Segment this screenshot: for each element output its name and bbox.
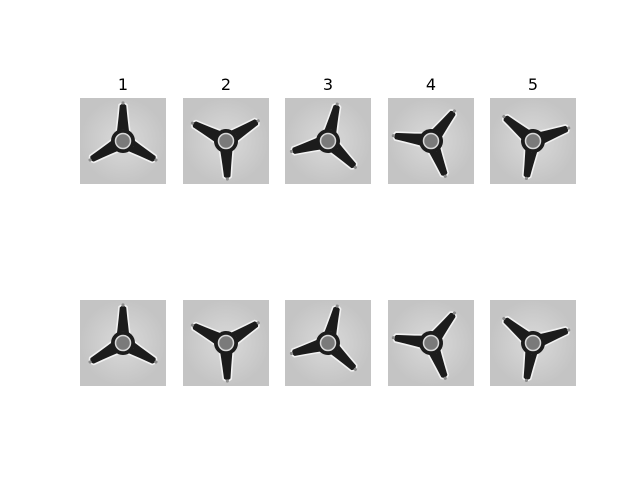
- spinner-hub: [319, 334, 337, 352]
- spinner-arm-tip: [524, 176, 529, 181]
- spinner-hub: [319, 132, 337, 150]
- spinner-arm-tip: [391, 336, 395, 340]
- spinner-object-icon: [490, 300, 576, 386]
- spinner-hub: [422, 334, 440, 352]
- spinner-object-icon: [490, 98, 576, 184]
- image-tile-top-2: [183, 98, 269, 184]
- spinner-hub: [422, 132, 440, 150]
- column-title-1: 1: [117, 75, 129, 94]
- spinner-object-icon: [183, 300, 269, 386]
- spinner-arm-tip: [225, 379, 229, 383]
- spinner-arm-tip: [289, 351, 294, 356]
- spinner-arm-tip: [502, 316, 506, 321]
- spinner-arm-tip: [335, 304, 339, 308]
- spinner-hub: [524, 334, 542, 352]
- spinner-arm-tip: [452, 109, 456, 113]
- spinner-arm-tip: [256, 119, 260, 123]
- spinner-arm-tip: [121, 303, 125, 307]
- column-title-2: 2: [220, 75, 232, 94]
- image-tile-bottom-3: [285, 300, 371, 386]
- spinner-arm-tip: [567, 328, 571, 332]
- spinner-hub: [114, 334, 132, 352]
- column-title-3: 3: [322, 75, 334, 94]
- spinner-arm-tip: [353, 367, 357, 371]
- image-tile-bottom-4: [388, 300, 474, 386]
- spinner-arm-tip: [225, 177, 229, 181]
- spinner-object-icon: [80, 300, 166, 386]
- column-title-5: 5: [527, 75, 539, 94]
- spinner-hub: [217, 334, 235, 352]
- spinner-arm-tip: [256, 321, 260, 325]
- spinner-arm-tip: [443, 174, 447, 178]
- spinner-arm-tip: [335, 102, 339, 106]
- spinner-object-icon: [183, 98, 269, 184]
- spinner-arm-tip: [154, 158, 158, 162]
- spinner-arm-tip: [452, 311, 456, 315]
- spinner-arm-tip: [190, 323, 195, 327]
- image-tile-top-3: [285, 98, 371, 184]
- column-title-4: 4: [425, 75, 437, 94]
- spinner-object-icon: [80, 98, 166, 184]
- spinner-hub: [524, 132, 542, 150]
- spinner-arm-tip: [88, 158, 92, 162]
- spinner-object-icon: [285, 98, 371, 184]
- image-tile-top-1: [80, 98, 166, 184]
- spinner-hub: [114, 132, 132, 150]
- spinner-arm-tip: [154, 360, 158, 364]
- spinner-hub: [217, 132, 235, 150]
- image-tile-top-4: [388, 98, 474, 184]
- image-tile-bottom-1: [80, 300, 166, 386]
- spinner-object-icon: [388, 98, 474, 184]
- spinner-arm-tip: [353, 165, 357, 169]
- spinner-arm-tip: [88, 360, 92, 364]
- image-tile-bottom-5: [490, 300, 576, 386]
- spinner-arm-tip: [190, 121, 195, 125]
- spinner-object-icon: [388, 300, 474, 386]
- spinner-arm-tip: [289, 149, 294, 154]
- spinner-arm-tip: [524, 378, 529, 383]
- spinner-arm-tip: [391, 134, 395, 138]
- spinner-arm-tip: [502, 114, 506, 119]
- image-tile-bottom-2: [183, 300, 269, 386]
- spinner-arm-tip: [567, 126, 571, 130]
- spinner-object-icon: [285, 300, 371, 386]
- spinner-arm-tip: [121, 101, 125, 105]
- image-tile-top-5: [490, 98, 576, 184]
- spinner-arm-tip: [443, 376, 447, 380]
